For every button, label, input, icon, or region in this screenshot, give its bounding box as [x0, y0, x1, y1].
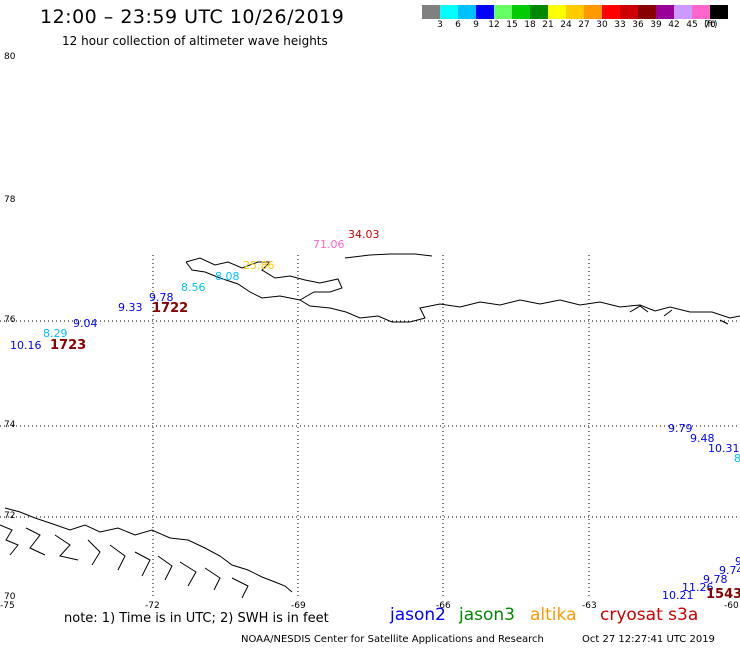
color-scale-label: 9: [473, 20, 479, 30]
color-scale-label: 3: [437, 20, 443, 30]
wave-height-label: 9.48: [690, 432, 715, 445]
color-scale-label: 36: [632, 20, 644, 30]
wave-height-label: 9: [735, 555, 740, 568]
color-scale-label: 15: [506, 20, 518, 30]
map-title: 12:00 – 23:59 UTC 10/26/2019: [40, 6, 345, 28]
greenland-north-coast: [344, 253, 433, 259]
lon-label-72: -72: [145, 601, 160, 611]
color-scale-unit: (ft): [704, 20, 718, 30]
color-scale-swatch: [656, 5, 674, 19]
wave-height-label: 9.33: [118, 301, 143, 314]
color-scale-label: 42: [668, 20, 680, 30]
wave-height-label: 8: [734, 452, 740, 465]
color-scale-swatch: [494, 5, 512, 19]
wave-height-label: 9.79: [668, 422, 693, 435]
lon-label-75: -75: [0, 601, 15, 611]
baffin-fjords: [0, 524, 249, 599]
color-scale-swatch: [458, 5, 476, 19]
wave-height-label: 11.26: [682, 581, 714, 594]
color-scale-label: 6: [455, 20, 461, 30]
greenland-inner-coast: [185, 261, 301, 301]
lat-label-76: 76: [4, 315, 16, 325]
lat-label-78: 78: [4, 195, 16, 205]
color-scale-swatch: [710, 5, 728, 19]
credit-text: NOAA/NESDIS Center for Satellite Applica…: [241, 634, 544, 645]
lon-label-69: -69: [291, 601, 306, 611]
lat-label-72: 72: [4, 511, 16, 521]
lat-label-70: 70: [4, 592, 16, 602]
color-scale-label: 27: [578, 20, 590, 30]
legend-cryosat: cryosat s3a: [600, 605, 699, 625]
color-scale-swatch: [584, 5, 602, 19]
color-scale-swatch: [530, 5, 548, 19]
wave-height-label: 34.03: [348, 228, 380, 241]
wave-height-label: 10.21: [662, 589, 694, 602]
color-scale-swatch: [422, 5, 440, 19]
color-scale-label: 24: [560, 20, 572, 30]
legend-altika: altika: [530, 605, 577, 625]
legend-jason2: jason2: [390, 605, 446, 625]
timestamp: Oct 27 12:27:41 UTC 2019: [582, 634, 715, 645]
greenland-islands: [629, 305, 729, 325]
greenland-coastline: [185, 257, 740, 323]
color-scale-bar: [422, 5, 728, 19]
color-scale-label: 21: [542, 20, 554, 30]
lon-label-66: -66: [436, 601, 451, 611]
wave-height-label: 1543: [706, 587, 740, 602]
wave-height-label: 10.31: [708, 442, 740, 455]
legend-jason3: jason3: [459, 605, 515, 625]
wave-height-label: 10.16: [10, 339, 42, 352]
color-scale-label: 18: [524, 20, 536, 30]
lon-label-63: -63: [582, 601, 597, 611]
wave-height-label: 25.86: [243, 259, 275, 272]
color-scale-swatch: [440, 5, 458, 19]
color-scale-swatch: [692, 5, 710, 19]
color-scale-swatch: [602, 5, 620, 19]
color-scale-swatch: [548, 5, 566, 19]
wave-height-label: 1723: [50, 338, 87, 353]
wave-height-label: 9.78: [703, 573, 728, 586]
color-scale-swatch: [674, 5, 692, 19]
color-scale-label: 39: [650, 20, 662, 30]
lon-label-60: -60: [724, 601, 739, 611]
wave-height-label: 8.29: [43, 327, 68, 340]
lat-label-74: 74: [4, 420, 16, 430]
footnote: note: 1) Time is in UTC; 2) SWH is in fe…: [64, 611, 329, 626]
color-scale-label: 33: [614, 20, 626, 30]
color-scale-swatch: [638, 5, 656, 19]
map-subtitle: 12 hour collection of altimeter wave hei…: [62, 34, 328, 48]
lat-label-80: 80: [4, 52, 16, 62]
color-scale-swatch: [512, 5, 530, 19]
color-scale-label: 45: [686, 20, 698, 30]
color-scale-label: 12: [488, 20, 500, 30]
wave-height-label: 1722: [152, 301, 189, 316]
wave-height-label: 8.08: [215, 270, 240, 283]
wave-height-label: 8.56: [181, 281, 206, 294]
color-scale-label: 30: [596, 20, 608, 30]
color-scale-swatch: [566, 5, 584, 19]
wave-height-label: 71.06: [313, 238, 345, 251]
color-scale-swatch: [620, 5, 638, 19]
wave-height-label: 9.78: [149, 291, 174, 304]
color-scale-label: 70: [704, 20, 716, 30]
baffin-coastline: [4, 507, 293, 593]
wave-height-label: 9.74: [719, 564, 740, 577]
wave-height-label: 9.04: [73, 317, 98, 330]
color-scale-swatch: [476, 5, 494, 19]
